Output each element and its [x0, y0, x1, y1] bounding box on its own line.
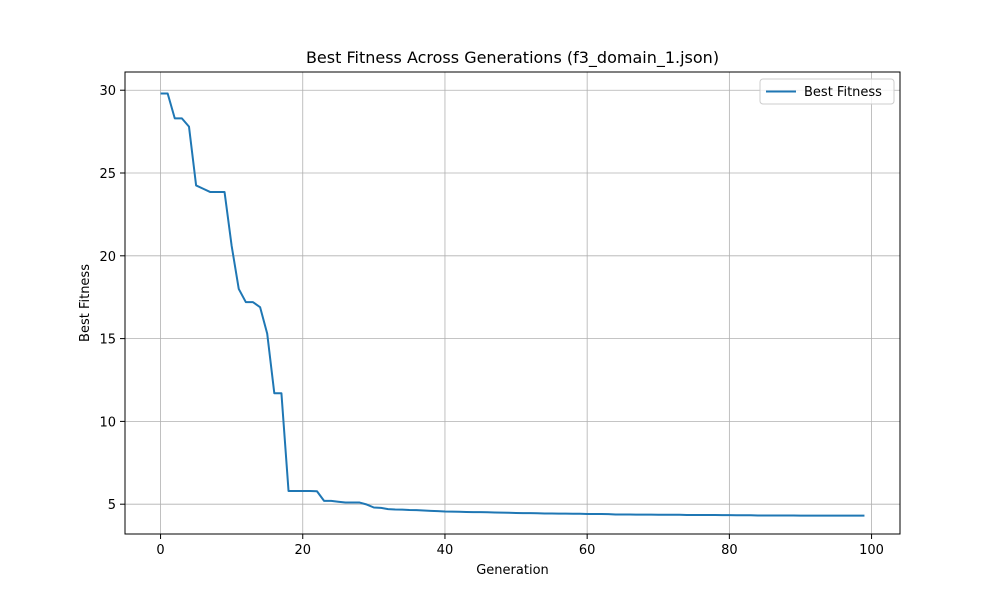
series-layer	[160, 92, 865, 517]
series-line-best-fitness	[160, 92, 865, 517]
grid-lines	[125, 72, 900, 534]
x-tick-label: 100	[859, 543, 884, 558]
y-tick-label: 10	[99, 415, 116, 430]
y-tick-label: 25	[99, 167, 116, 182]
x-tick-label: 40	[437, 543, 454, 558]
chart-title: Best Fitness Across Generations (f3_doma…	[306, 48, 719, 68]
x-tick-label: 20	[294, 543, 311, 558]
legend: Best Fitness	[759, 78, 895, 105]
legend-label: Best Fitness	[804, 85, 882, 100]
x-tick-label: 80	[721, 543, 738, 558]
y-tick-label: 5	[108, 498, 116, 513]
x-tick-label: 0	[156, 543, 164, 558]
y-tick-label: 30	[99, 84, 116, 99]
legend-box	[759, 78, 895, 105]
x-tick-label: 60	[579, 543, 596, 558]
x-axis-label: Generation	[476, 563, 549, 578]
y-axis-label: Best Fitness	[78, 264, 93, 342]
y-tick-label: 15	[99, 333, 116, 348]
ticks: 0 20 40 60 80 100 5 10 15 20 25 30	[99, 84, 884, 558]
y-tick-label: 20	[99, 250, 116, 265]
plot-frame	[124, 71, 901, 535]
